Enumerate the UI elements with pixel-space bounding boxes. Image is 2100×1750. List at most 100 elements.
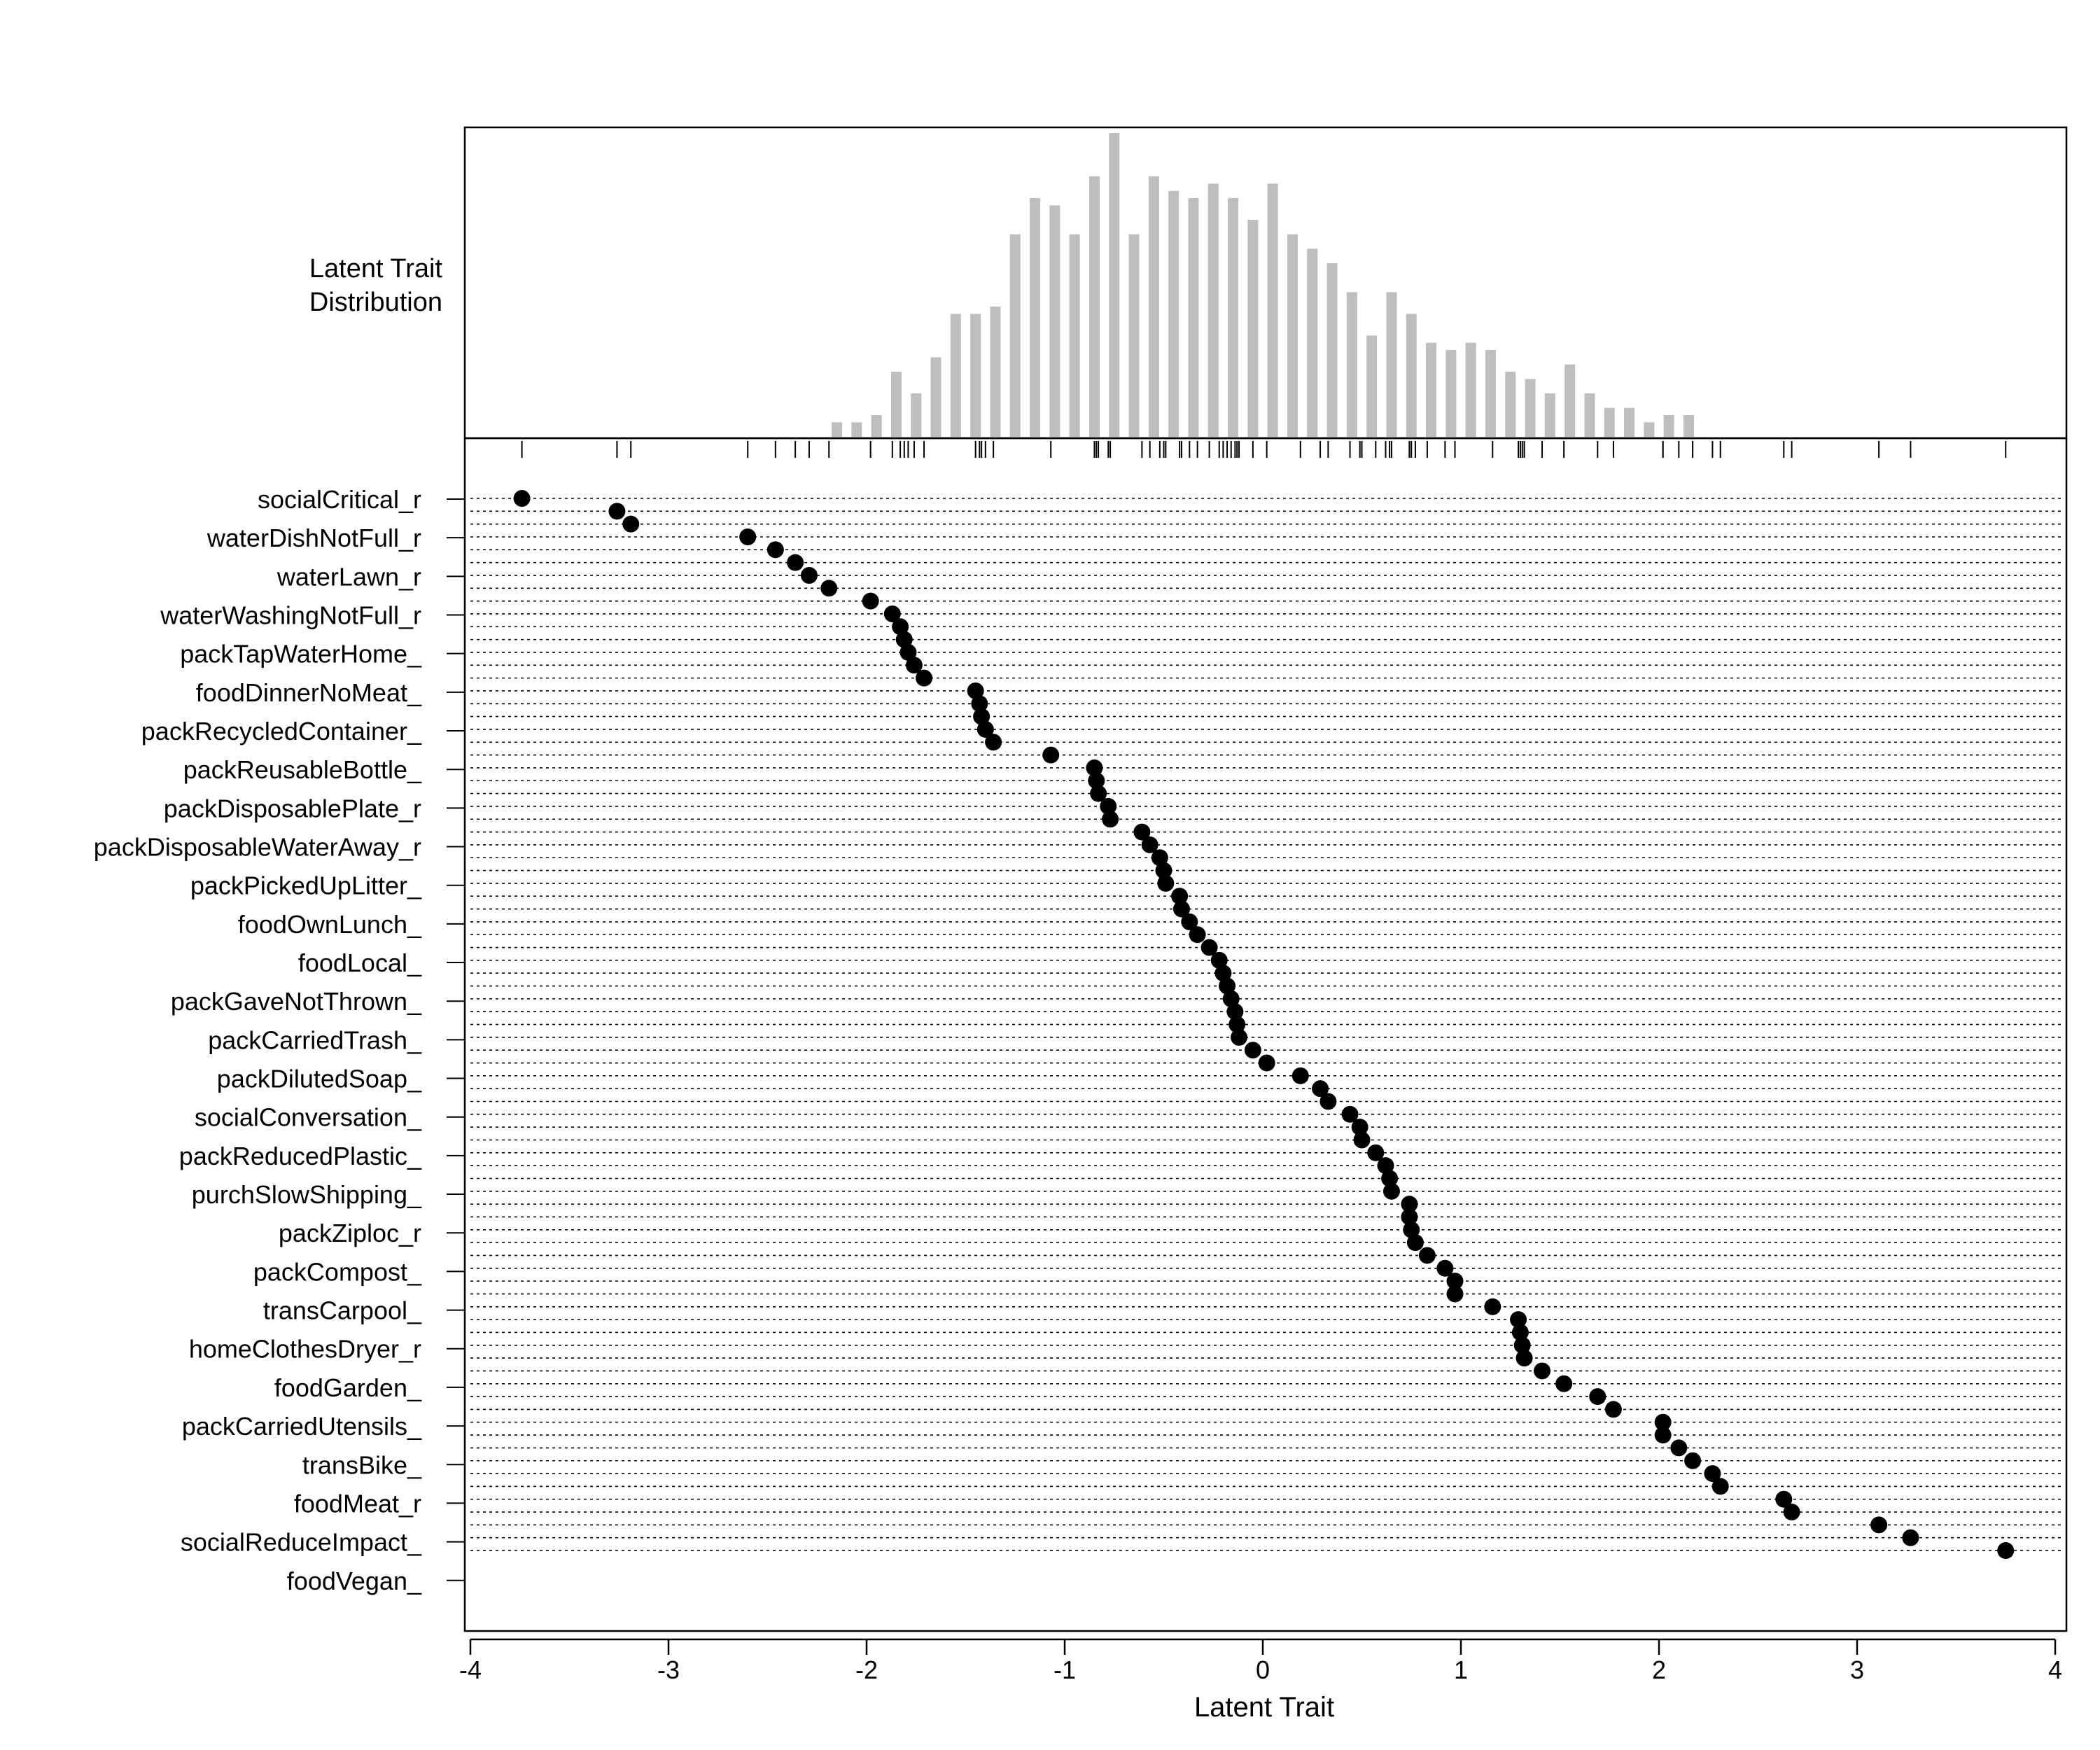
- threshold-point: [739, 528, 757, 545]
- histogram-bar: [1683, 415, 1694, 437]
- histogram-bar: [1485, 350, 1496, 437]
- threshold-point: [820, 580, 838, 597]
- threshold-point: [1312, 1080, 1329, 1098]
- item-label: packReducedPlastic_: [179, 1142, 422, 1170]
- item-label: foodOwnLunch_: [238, 910, 422, 939]
- threshold-point: [1684, 1452, 1702, 1469]
- threshold-point: [1712, 1478, 1729, 1495]
- item-label: foodDinnerNoMeat_: [196, 678, 422, 707]
- threshold-point: [1446, 1273, 1464, 1290]
- item-label: socialCritical_r: [258, 485, 421, 514]
- threshold-point: [1042, 746, 1060, 764]
- histogram-bar: [1426, 342, 1437, 437]
- threshold-point: [1406, 1234, 1424, 1252]
- x-tick-label: 0: [1256, 1656, 1270, 1684]
- threshold-point: [766, 541, 784, 559]
- threshold-point: [608, 503, 626, 520]
- dotted-guide-lines: [470, 498, 2061, 1551]
- threshold-point: [1320, 1093, 1337, 1110]
- threshold-point: [1088, 772, 1105, 790]
- threshold-point: [973, 708, 990, 725]
- histogram-bar: [1247, 220, 1259, 437]
- threshold-point: [1157, 874, 1175, 892]
- threshold-point: [1222, 990, 1240, 1007]
- threshold-point: [985, 734, 1002, 751]
- threshold-point: [1367, 1144, 1385, 1161]
- threshold-point: [895, 631, 913, 648]
- threshold-point: [899, 643, 917, 661]
- histogram-bar: [990, 307, 1001, 437]
- threshold-point: [905, 657, 923, 674]
- threshold-point: [1086, 759, 1103, 776]
- x-tick-label: -2: [855, 1656, 878, 1684]
- x-tick-label: -1: [1054, 1656, 1076, 1684]
- item-label: waterLawn_r: [276, 562, 421, 591]
- threshold-point: [976, 720, 994, 738]
- histogram-bar: [1465, 342, 1476, 437]
- item-label: packPickedUpLitter_: [190, 872, 422, 900]
- threshold-rug: [521, 441, 2007, 458]
- threshold-point: [1654, 1413, 1672, 1431]
- histogram-bar: [1366, 335, 1378, 437]
- histogram-bar: [1168, 190, 1180, 437]
- threshold-point: [1381, 1170, 1399, 1187]
- histogram-bar: [1406, 314, 1417, 437]
- threshold-point: [862, 592, 879, 610]
- histogram-bar: [1564, 364, 1576, 437]
- item-label: packZiploc_r: [279, 1219, 421, 1247]
- threshold-point: [1604, 1401, 1622, 1418]
- threshold-point: [1511, 1324, 1529, 1341]
- threshold-point: [1704, 1465, 1721, 1483]
- histogram-label-line2: Distribution: [309, 288, 442, 317]
- histogram-bar: [1049, 205, 1060, 437]
- x-tick-label: 1: [1454, 1656, 1468, 1684]
- threshold-point: [916, 669, 933, 687]
- threshold-point: [1210, 951, 1228, 969]
- histogram-bar: [1307, 248, 1318, 437]
- histogram-bar: [1287, 234, 1298, 437]
- threshold-point: [1353, 1131, 1371, 1149]
- threshold-point: [1418, 1247, 1436, 1264]
- histogram-bar: [1346, 292, 1357, 437]
- threshold-point: [1341, 1105, 1359, 1123]
- histogram-bar: [851, 422, 862, 437]
- threshold-point: [513, 490, 531, 507]
- x-axis-ticks: -4 -3 -2 -1 0 1 2 3 4: [459, 1639, 2062, 1684]
- threshold-point: [1219, 977, 1236, 995]
- item-label: socialReduceImpact_: [181, 1528, 422, 1557]
- item-labels: socialCritical_r waterDishNotFull_r waterL…: [94, 485, 465, 1595]
- threshold-point: [1171, 888, 1189, 905]
- histogram-bar: [1604, 407, 1615, 437]
- x-tick-label: 2: [1652, 1656, 1666, 1684]
- item-label: transBike_: [302, 1450, 422, 1479]
- item-label: packReusableBottle_: [183, 755, 422, 784]
- histogram-bar: [970, 314, 981, 437]
- threshold-point: [1401, 1196, 1418, 1213]
- threshold-point: [1446, 1285, 1464, 1303]
- histogram-bar: [1386, 292, 1397, 437]
- histogram-bar: [1088, 176, 1100, 437]
- items-panel: [463, 437, 2068, 1632]
- histogram-bar: [890, 372, 902, 437]
- threshold-point: [1513, 1336, 1531, 1354]
- item-label: packCarriedUtensils_: [182, 1412, 422, 1441]
- threshold-point: [1902, 1529, 1919, 1546]
- threshold-point: [1510, 1311, 1527, 1329]
- item-label: waterWashingNotFull_r: [160, 601, 421, 630]
- threshold-point: [787, 554, 804, 571]
- threshold-point: [1133, 823, 1151, 841]
- threshold-point: [971, 695, 988, 713]
- x-axis-title: Latent Trait: [1194, 1692, 1334, 1723]
- item-label: transCarpool_: [263, 1296, 422, 1325]
- threshold-point: [1401, 1208, 1418, 1226]
- item-label: socialConversation_: [195, 1103, 422, 1132]
- histogram-bar: [1584, 393, 1595, 437]
- threshold-point: [892, 618, 909, 636]
- threshold-point: [800, 566, 818, 584]
- threshold-point: [622, 515, 640, 533]
- threshold-point: [967, 682, 984, 699]
- histogram-bar: [1525, 379, 1536, 437]
- threshold-point: [1100, 797, 1117, 815]
- histogram-bar: [1128, 234, 1140, 437]
- threshold-point: [1534, 1362, 1551, 1380]
